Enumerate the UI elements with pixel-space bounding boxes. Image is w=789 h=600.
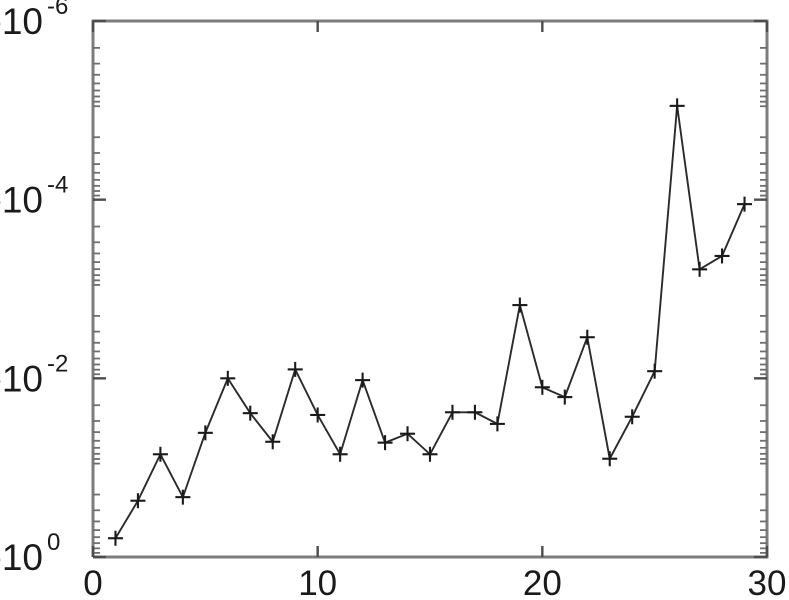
y-tick-label: -10-2 xyxy=(0,350,68,399)
data-point-marker xyxy=(152,446,168,462)
data-point-marker xyxy=(197,425,213,441)
data-point-marker xyxy=(557,389,573,405)
data-point-marker xyxy=(107,530,123,546)
data-point-marker xyxy=(220,370,236,386)
data-point-marker xyxy=(737,196,753,212)
y-tick-label-base: -10 xyxy=(0,180,43,221)
data-point-marker xyxy=(624,409,640,425)
data-point-marker xyxy=(579,329,595,345)
axis-box xyxy=(91,19,769,559)
y-tick-label-base: -10 xyxy=(0,358,43,399)
data-series-markers xyxy=(107,98,753,546)
y-tick-label-exponent: 0 xyxy=(47,529,60,556)
x-tick-label: 10 xyxy=(298,564,337,600)
y-tick-label: -10-4 xyxy=(0,172,68,221)
data-series-line xyxy=(114,105,746,539)
x-axis-tick-labels: 0 10 20 30 xyxy=(83,564,786,600)
data-point-marker xyxy=(602,451,618,467)
data-point-marker xyxy=(377,435,393,451)
data-point-marker xyxy=(534,379,550,395)
y-tick-label-base: -10 xyxy=(0,1,43,42)
x-tick-label: 20 xyxy=(523,564,562,600)
data-point-marker xyxy=(175,489,191,505)
y-axis-minor-ticks xyxy=(93,46,767,554)
data-point-marker xyxy=(310,407,326,423)
y-tick-label: -100 xyxy=(0,529,60,578)
y-tick-label-exponent: -6 xyxy=(47,0,68,20)
x-tick-label: 0 xyxy=(83,564,102,600)
data-point-marker xyxy=(647,363,663,379)
series-polyline xyxy=(114,105,746,539)
data-point-marker xyxy=(287,361,303,377)
data-point-marker xyxy=(669,98,685,114)
data-point-marker xyxy=(444,404,460,420)
x-tick-label: 30 xyxy=(748,564,787,600)
x-axis-major-ticks xyxy=(91,21,769,557)
data-point-marker xyxy=(355,372,371,388)
axis-frame xyxy=(91,19,769,559)
data-point-marker xyxy=(242,405,258,421)
y-tick-label-base: -10 xyxy=(0,537,43,578)
data-point-marker xyxy=(265,434,281,450)
y-axis-major-ticks xyxy=(93,19,767,559)
data-point-marker xyxy=(467,404,483,420)
data-point-marker xyxy=(422,446,438,462)
y-axis-tick-labels: -100-10-2-10-4-10-6 xyxy=(0,0,68,578)
y-tick-label: -10-6 xyxy=(0,0,68,42)
y-tick-label-exponent: -4 xyxy=(47,172,68,199)
data-point-marker xyxy=(130,493,146,509)
data-point-marker xyxy=(332,446,348,462)
data-point-marker xyxy=(512,297,528,313)
data-point-marker xyxy=(714,248,730,264)
y-tick-label-exponent: -2 xyxy=(47,350,68,377)
data-point-marker xyxy=(400,426,416,442)
data-point-marker xyxy=(692,261,708,277)
data-point-marker xyxy=(489,416,505,432)
